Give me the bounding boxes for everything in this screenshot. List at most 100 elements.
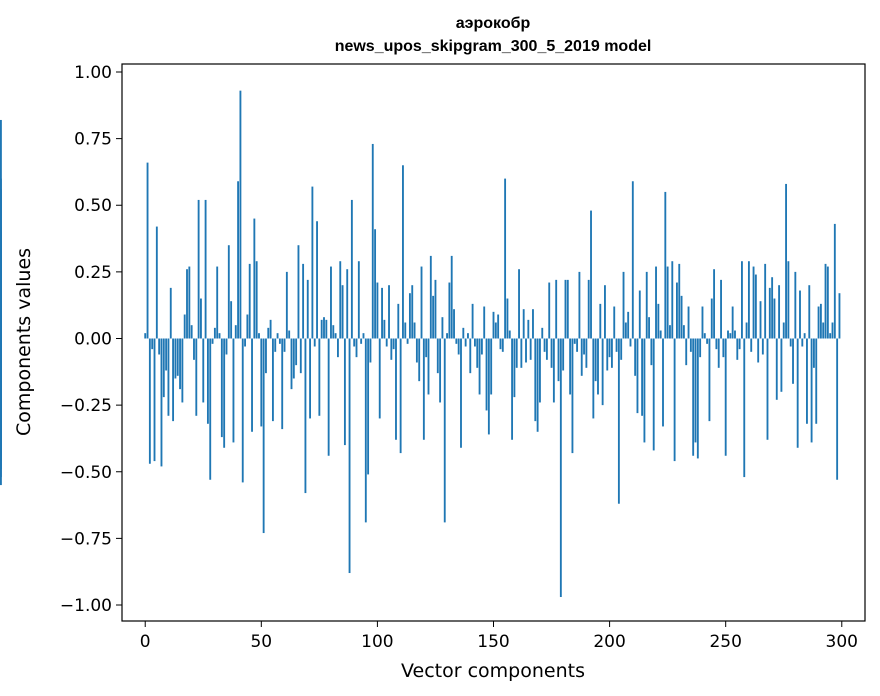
bar: [629, 338, 632, 347]
bar: [262, 338, 265, 534]
bar: [483, 306, 486, 339]
bar: [754, 274, 757, 339]
bar: [810, 338, 813, 443]
bar: [655, 266, 657, 339]
bar: [327, 338, 330, 456]
bar: [313, 338, 316, 347]
bar: [641, 338, 644, 416]
bar: [664, 191, 667, 339]
bar: [722, 338, 725, 358]
bar: [211, 338, 214, 344]
bar: [617, 338, 620, 504]
bar: [699, 338, 702, 358]
bar: [283, 338, 286, 352]
bar: [160, 338, 163, 467]
bar: [638, 290, 641, 339]
bar: [701, 306, 704, 339]
bar: [320, 319, 323, 339]
bar: [237, 181, 240, 339]
bar: [773, 298, 776, 339]
y-tick-label: 0.00: [74, 330, 112, 350]
bar: [794, 271, 797, 339]
bar: [771, 277, 774, 339]
bar: [710, 298, 713, 339]
bar: [536, 338, 539, 432]
bar: [337, 338, 339, 358]
bar: [193, 338, 195, 360]
bar: [467, 333, 469, 339]
bar: [727, 330, 729, 339]
bar: [469, 338, 472, 374]
bar: [434, 279, 437, 339]
bar: [260, 338, 263, 427]
bar: [186, 269, 188, 339]
bar: [687, 306, 690, 339]
bar: [597, 338, 599, 395]
bar: [169, 287, 172, 339]
bar: [343, 338, 346, 446]
x-tick-label: 150: [477, 632, 509, 652]
bar: [682, 325, 685, 339]
bar: [555, 279, 558, 339]
bar: [836, 338, 839, 480]
bar: [341, 285, 344, 339]
bar: [209, 338, 212, 480]
bar: [450, 255, 453, 339]
bar: [441, 317, 444, 339]
bar: [685, 338, 688, 366]
bar: [601, 338, 604, 406]
bar: [494, 322, 497, 339]
bar: [325, 319, 328, 339]
bar: [775, 338, 778, 400]
bar: [627, 311, 630, 339]
bar: [299, 338, 302, 374]
bar: [162, 338, 165, 398]
bar: [759, 301, 762, 339]
bar: [288, 330, 291, 339]
bar: [822, 322, 825, 339]
bar: [216, 266, 219, 339]
bar: [548, 282, 551, 339]
bar: [559, 338, 562, 598]
bar: [696, 338, 699, 459]
x-tick-label: 200: [593, 632, 625, 652]
bar: [529, 338, 532, 360]
bar: [318, 338, 321, 416]
bar: [499, 338, 502, 350]
bar: [246, 314, 249, 339]
bar: [408, 293, 411, 339]
bar: [487, 338, 490, 435]
bar: [787, 261, 790, 339]
bar: [720, 279, 722, 339]
bar: [204, 199, 207, 339]
chart-subtitle: news_upos_skipgram_300_5_2019 model: [335, 38, 652, 55]
bar: [511, 338, 514, 440]
bar: [689, 338, 692, 352]
bar: [471, 303, 474, 339]
bar: [197, 199, 200, 339]
bar: [724, 338, 727, 456]
bar: [666, 266, 669, 339]
bar: [490, 338, 493, 395]
bar: [796, 338, 799, 448]
bar: [274, 338, 277, 352]
bar: [648, 317, 650, 339]
bar: [734, 330, 736, 339]
bar: [176, 338, 179, 376]
bar: [181, 338, 184, 403]
y-tick-label: 1.00: [74, 63, 112, 83]
bar: [817, 306, 820, 339]
bar: [652, 338, 655, 451]
bar: [678, 263, 681, 339]
bar: [824, 263, 827, 339]
bar: [768, 287, 771, 339]
bar: [385, 338, 388, 347]
bar: [745, 322, 748, 339]
bar: [258, 333, 260, 339]
bar: [227, 245, 230, 339]
bar: [590, 210, 592, 339]
bar: [708, 338, 711, 422]
bar: [330, 266, 332, 339]
bar: [153, 338, 156, 462]
bar: [290, 338, 293, 390]
